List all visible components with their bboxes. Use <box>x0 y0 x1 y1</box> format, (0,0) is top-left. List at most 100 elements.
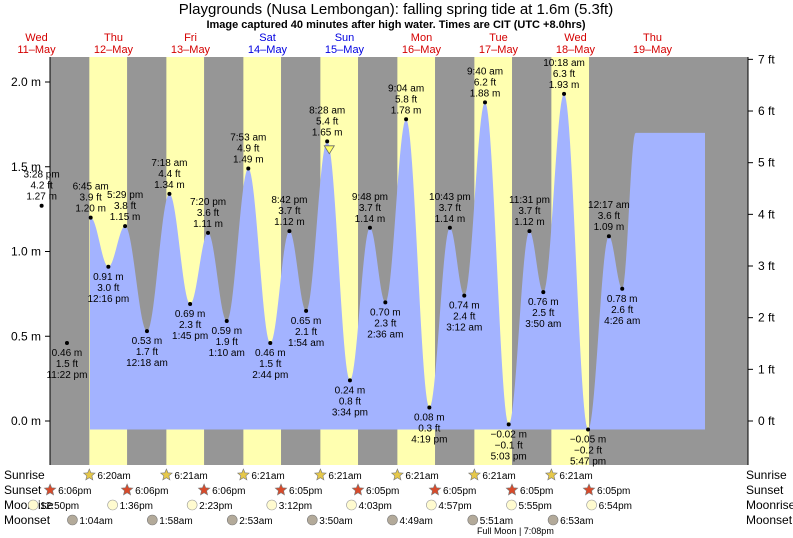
y-axis-left: 2.0 m 1.5 m 1.0 m 0.5 m 0.0 m <box>11 57 51 465</box>
moonrise-icon <box>586 499 597 511</box>
tide-label-ft: 3.7 ft <box>518 206 540 217</box>
moonrise-icon <box>186 499 198 511</box>
tide-water-area <box>90 93 705 430</box>
moonset-icon <box>67 514 78 526</box>
tide-label-time: 3:50 am <box>525 319 561 330</box>
low-tide-point <box>188 302 193 307</box>
tide-label-time: 9:04 am <box>388 83 424 94</box>
tide-label-ft: 2.4 ft <box>453 312 475 323</box>
tide-label-time: 3:28 pm <box>24 170 60 181</box>
tide-label-m-label: 0.78 m <box>607 294 638 305</box>
day-name: Thu <box>643 32 662 44</box>
tide-label-ft: 4.4 ft <box>158 169 180 180</box>
day-date: 17–May <box>479 44 519 56</box>
high-tide-point <box>39 203 44 208</box>
tide-label-ft: 2.6 ft <box>611 305 633 316</box>
sunset-time: 6:05pm <box>443 486 476 497</box>
tide-label-m-label: −0.02 m <box>490 429 526 440</box>
day-date: 13–May <box>171 44 211 56</box>
day-name: Wed <box>25 32 47 44</box>
tide-label-ft: 3.9 ft <box>80 193 102 204</box>
y-tick-label-ft: 1 ft <box>758 362 775 376</box>
y-tick-label-ft: 2 ft <box>758 311 775 325</box>
tide-label-m-label: 1.65 m <box>312 127 343 138</box>
tide-label-m-label: 1.88 m <box>470 88 501 99</box>
tide-label-m-label: 0.24 m <box>335 385 366 396</box>
tide-label-m-label: 1.11 m <box>193 219 223 230</box>
tide-label-time: 11:31 pm <box>509 195 550 206</box>
tide-label-ft: −0.2 ft <box>574 445 602 456</box>
tide-label-m-label: 0.91 m <box>93 272 124 283</box>
day-name: Mon <box>411 32 432 44</box>
tide-label-time: 2:36 am <box>367 329 403 340</box>
moonrise-time: 2:23pm <box>199 501 232 512</box>
sunset-time: 6:05pm <box>597 486 630 497</box>
tide-label-ft: 4.9 ft <box>237 143 259 154</box>
y-tick-label-ft: 4 ft <box>758 207 775 221</box>
day-headers: Wed11–MayThu12–MayFri13–MaySat14–MaySun1… <box>17 32 672 56</box>
tide-label-ft: 1.5 ft <box>259 359 281 370</box>
day-date: 12–May <box>94 44 134 56</box>
tide-label-m-label: 0.69 m <box>175 309 206 320</box>
low-tide-point <box>347 378 352 383</box>
tide-label-ft: 2.5 ft <box>532 308 554 319</box>
moonset-time: 1:04am <box>79 516 112 527</box>
chart-title: Playgrounds (Nusa Lembongan): falling sp… <box>179 1 613 18</box>
sunrise-icon <box>544 468 558 481</box>
tide-label-ft: 0.8 ft <box>339 396 361 407</box>
day-date: 18–May <box>556 44 596 56</box>
tide-label-time: 7:53 am <box>230 132 266 143</box>
sunrise-time: 6:21am <box>251 471 284 482</box>
tide-label-m-label: 1.12 m <box>274 217 305 228</box>
row-label-right-sunset: Sunset <box>746 483 784 497</box>
sunrise-time: 6:20am <box>97 471 130 482</box>
tide-label-ft: 1.9 ft <box>216 337 238 348</box>
tide-label-time: 1:54 am <box>288 338 324 349</box>
high-tide-point <box>246 166 251 171</box>
row-label-left-sunrise: Sunrise <box>4 468 45 482</box>
tide-area <box>90 93 705 430</box>
tide-label-time: 4:26 am <box>604 316 640 327</box>
sun-moon-rows: SunriseSunriseSunsetSunsetMoonriseMoonri… <box>4 468 793 536</box>
row-label-right-sunrise: Sunrise <box>746 468 787 482</box>
low-tide-point <box>383 300 388 305</box>
tide-label-m-label: 1.14 m <box>355 214 386 225</box>
tide-label-time: 9:40 am <box>467 66 503 77</box>
tide-label-ft: 3.8 ft <box>114 201 136 212</box>
low-tide-point <box>506 422 511 427</box>
y-tick-label-ft: 0 ft <box>758 414 775 428</box>
moonrise-time: 1:36pm <box>120 501 153 512</box>
tide-label-time: 12:17 am <box>588 200 630 211</box>
day-name: Wed <box>564 32 586 44</box>
tide-label-time: 1:10 am <box>209 348 245 359</box>
moonset-icon <box>226 514 238 526</box>
moonset-time: 2:53am <box>239 516 272 527</box>
sunset-icon <box>120 483 134 496</box>
moonrise-time: 5:55pm <box>518 501 551 512</box>
tide-label-time: 3:12 am <box>446 323 482 334</box>
tide-label-m-label: 0.46 m <box>255 348 286 359</box>
high-tide-point <box>367 225 372 230</box>
tide-label-ft: 1.7 ft <box>136 347 158 358</box>
moonrise-time: 12:50pm <box>40 501 79 512</box>
moonrise-icon <box>346 499 357 511</box>
tide-label-time: 5:29 pm <box>107 190 143 201</box>
day-name: Thu <box>104 32 123 44</box>
sunrise-icon <box>159 468 173 481</box>
tide-label-time: 10:43 pm <box>429 192 471 203</box>
tide-label-time: 8:28 am <box>309 105 345 116</box>
tide-label-time: 9:48 pm <box>352 192 388 203</box>
y-tick-label-ft: 3 ft <box>758 259 775 273</box>
low-tide-point <box>586 427 591 432</box>
tide-label-m-label: 0.70 m <box>370 307 401 318</box>
sunset-time: 6:06pm <box>212 486 245 497</box>
tide-label-m-label: 1.14 m <box>435 214 466 225</box>
high-tide-point <box>325 139 330 144</box>
tide-label-time: 1:45 pm <box>172 331 208 342</box>
tide-label-time: 10:18 am <box>543 58 585 69</box>
row-label-right-moonrise: Moonrise <box>746 498 793 512</box>
tide-label-ft: 2.3 ft <box>374 318 396 329</box>
high-tide-point <box>447 225 452 230</box>
tide-label-ft: 6.2 ft <box>474 77 496 88</box>
